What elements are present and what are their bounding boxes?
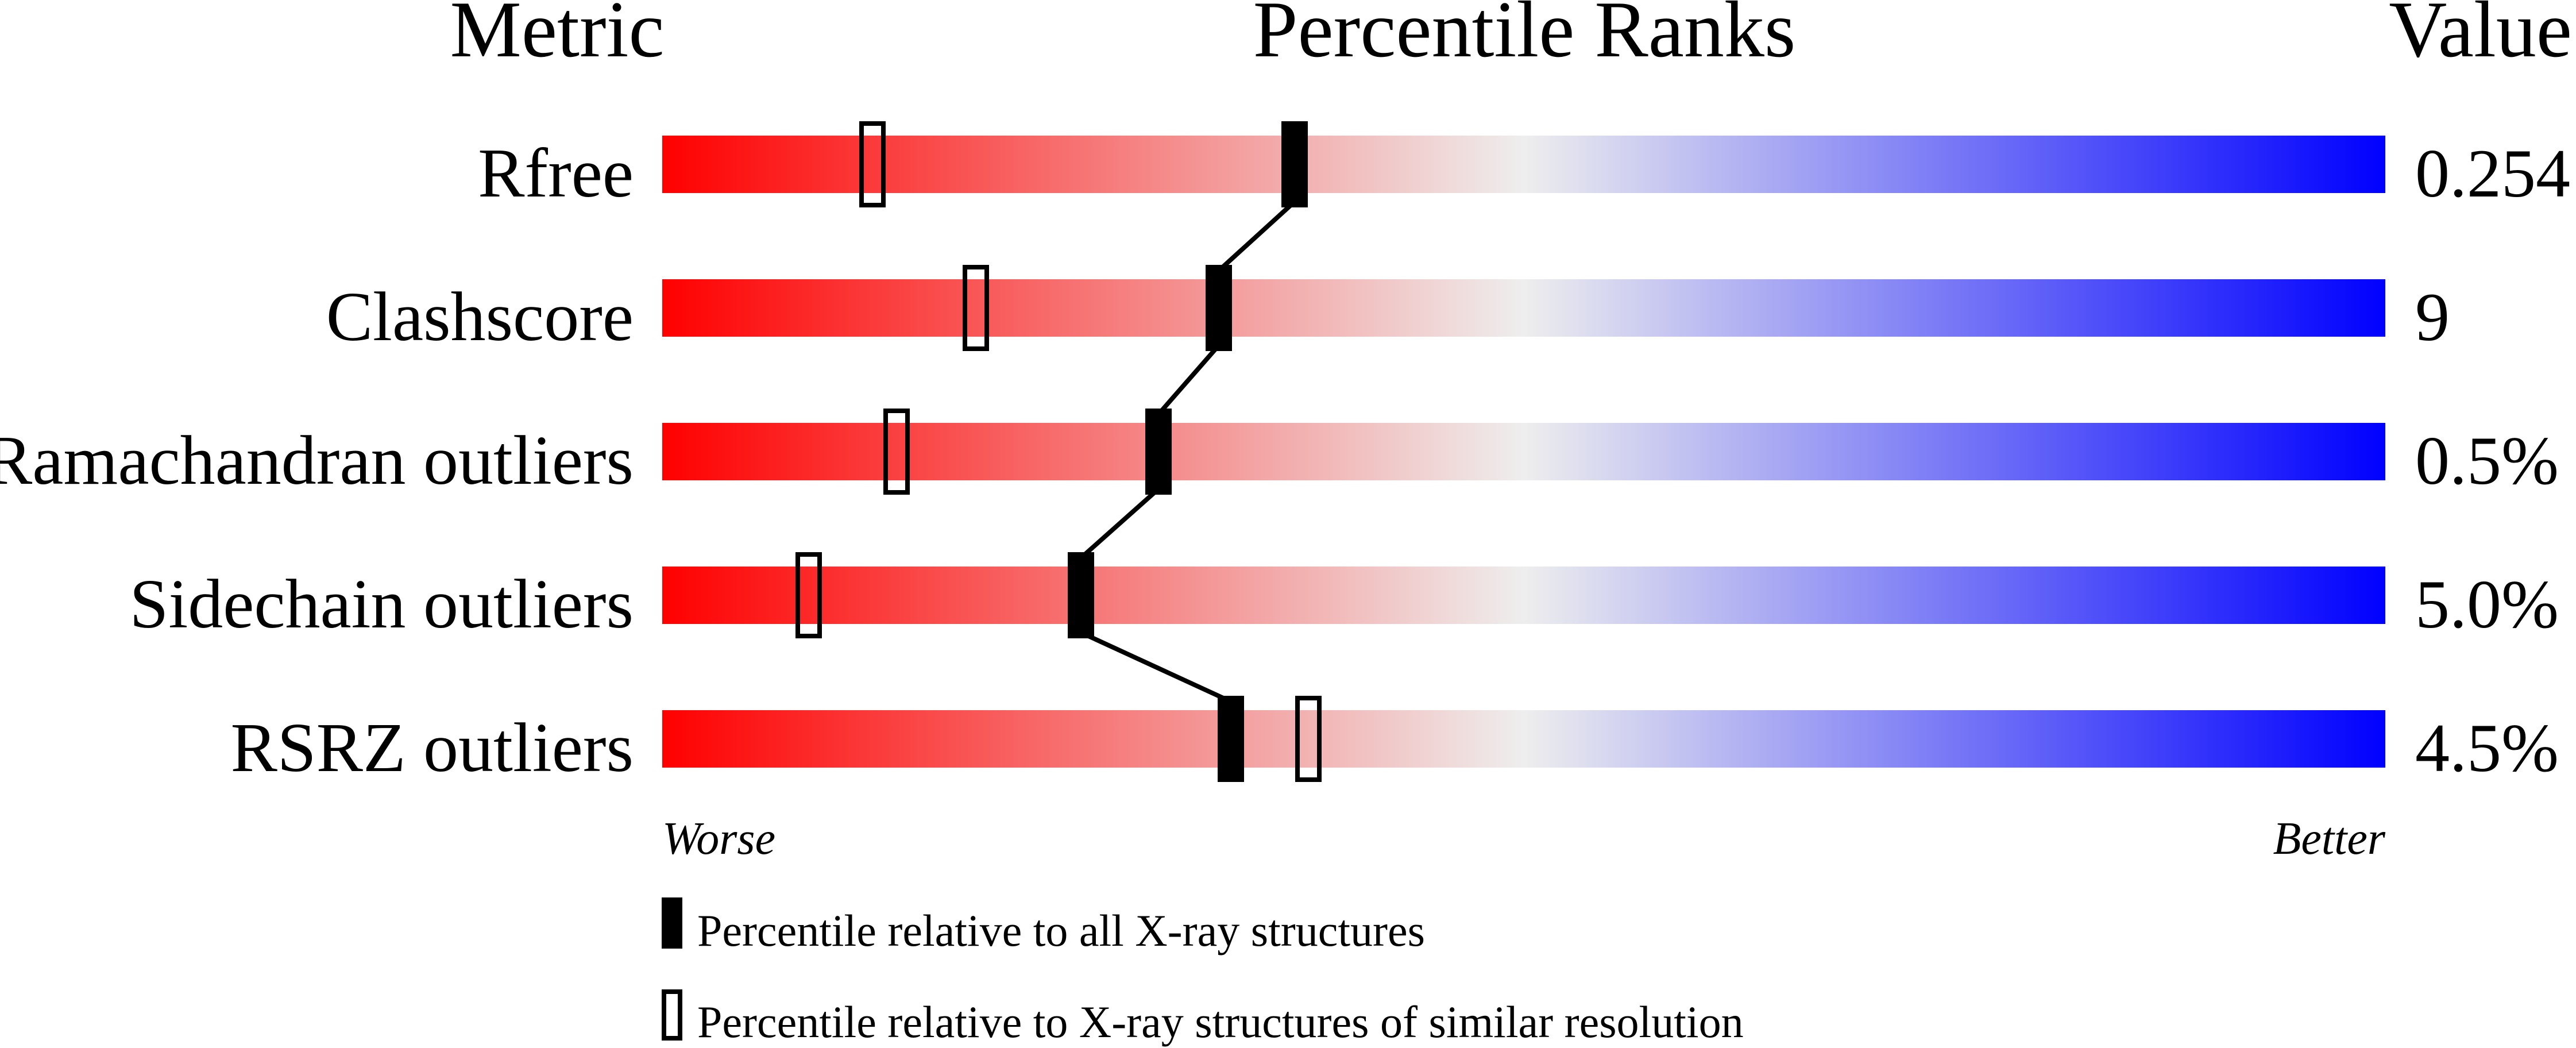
- metric-header: Metric: [450, 0, 664, 74]
- metric-label: RSRZ outliers: [230, 709, 634, 787]
- percentile-bar: [662, 423, 2385, 480]
- connector-line: [1217, 200, 1296, 272]
- marker-similar-resolution: [883, 409, 910, 495]
- marker-all-structures: [1218, 696, 1244, 782]
- better-label: Better: [2273, 814, 2386, 864]
- percentile-ranks-header: Percentile Ranks: [1253, 0, 1796, 74]
- metric-value: 9: [2415, 279, 2450, 355]
- rows: Rfree 0.254 Clashscore 9 Ramachandran outlie…: [0, 134, 2570, 787]
- marker-all-structures: [1068, 552, 1094, 638]
- metric-label: Ramachandran outliers: [0, 422, 634, 499]
- worse-label: Worse: [662, 814, 775, 864]
- marker-all-structures: [1281, 121, 1308, 207]
- legend-open-marker: [662, 989, 682, 1041]
- percentile-bar: [662, 136, 2385, 193]
- percentile-bar: [662, 710, 2385, 768]
- connector-line: [1079, 487, 1160, 560]
- metric-value: 0.254: [2415, 135, 2570, 211]
- markers: [795, 121, 1322, 782]
- marker-similar-resolution: [795, 552, 822, 638]
- metric-label: Rfree: [478, 134, 634, 212]
- value-header: Value: [2389, 0, 2572, 74]
- metric-value: 4.5%: [2415, 710, 2559, 786]
- legend-filled-marker: [662, 897, 682, 949]
- percentile-bar: [662, 567, 2385, 624]
- connector-lines: [1079, 200, 1296, 704]
- marker-similar-resolution: [859, 121, 886, 207]
- marker-all-structures: [1145, 409, 1172, 495]
- legend-open-label: Percentile relative to X-ray structures …: [697, 997, 1744, 1047]
- metric-value: 0.5%: [2415, 422, 2559, 499]
- connector-line: [1080, 630, 1232, 704]
- marker-similar-resolution: [1295, 696, 1322, 782]
- connector-line: [1156, 344, 1221, 416]
- percentile-bar: [662, 279, 2385, 337]
- legend-filled-label: Percentile relative to all X-ray structu…: [697, 906, 1425, 955]
- metric-label: Clashscore: [326, 278, 634, 356]
- marker-all-structures: [1206, 265, 1232, 351]
- metric-label: Sidechain outliers: [129, 565, 634, 643]
- marker-similar-resolution: [963, 265, 989, 351]
- metric-value: 5.0%: [2415, 566, 2559, 642]
